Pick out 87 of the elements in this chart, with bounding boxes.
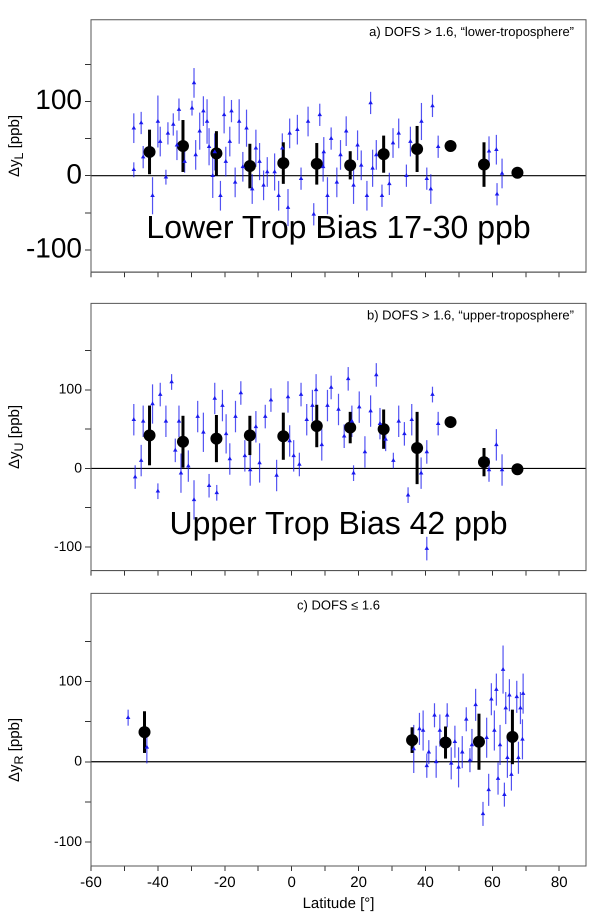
y-tick-label: -100 <box>26 232 82 264</box>
point <box>277 430 290 442</box>
point <box>406 734 418 746</box>
point <box>500 666 506 671</box>
point <box>478 456 490 468</box>
y-tick-label: 0 <box>66 158 82 190</box>
point <box>176 436 189 448</box>
point <box>489 696 494 701</box>
x-tick-label: -20 <box>214 874 236 892</box>
point <box>506 730 518 743</box>
y-tick-label: -100 <box>54 538 82 554</box>
point <box>520 736 525 741</box>
point <box>210 432 222 445</box>
point <box>438 728 442 732</box>
point <box>310 158 323 170</box>
point <box>509 772 514 776</box>
chart-title: c) DOFS ≤ 1.6 <box>297 597 380 612</box>
point <box>478 158 490 171</box>
chart-title: b) DOFS > 1.6, “upper-troposphere” <box>366 307 574 322</box>
point <box>496 776 500 780</box>
x-tick-label: -60 <box>80 874 102 892</box>
point <box>176 140 189 152</box>
point <box>520 691 526 695</box>
point <box>484 735 489 740</box>
y-tick-label: 100 <box>58 380 82 397</box>
point <box>126 715 130 719</box>
point <box>464 716 469 721</box>
point <box>138 726 151 738</box>
point <box>432 712 437 717</box>
y-tick-label: 100 <box>58 672 82 688</box>
x-axis-title: Latitude [°] <box>302 895 374 912</box>
point <box>411 442 424 454</box>
x-tick-label: -40 <box>147 874 169 892</box>
x-tick-label: 40 <box>417 874 434 892</box>
chart-title: a) DOFS > 1.6, “lower-troposphere” <box>369 24 574 39</box>
x-tick-label: 0 <box>288 874 296 892</box>
point <box>417 726 422 730</box>
point <box>144 146 156 158</box>
annotation: Lower Trop Bias 17-30 ppb <box>146 209 531 246</box>
y-tick-label: 0 <box>74 752 82 769</box>
point <box>411 142 424 155</box>
point <box>426 750 432 754</box>
point <box>444 712 450 717</box>
x-tick-label: 80 <box>550 874 568 892</box>
point <box>507 692 512 697</box>
point <box>310 420 323 432</box>
point <box>144 744 150 749</box>
point <box>344 422 356 434</box>
point <box>511 166 524 179</box>
point <box>434 759 438 764</box>
point <box>511 463 524 476</box>
point <box>473 702 478 706</box>
y-tick-label: 0 <box>74 459 82 476</box>
point <box>514 694 520 698</box>
x-tick-label: 20 <box>350 874 367 892</box>
point <box>472 736 485 748</box>
point <box>452 739 458 744</box>
point <box>144 429 156 442</box>
y-tick-label: -100 <box>54 832 82 849</box>
point <box>378 423 390 436</box>
point <box>480 811 486 816</box>
point <box>448 760 454 765</box>
point <box>516 755 521 760</box>
point <box>244 429 256 442</box>
annotation: Upper Trop Bias 42 ppb <box>170 505 508 542</box>
point <box>456 764 461 769</box>
point <box>492 728 497 732</box>
point <box>277 157 290 170</box>
point <box>444 140 457 152</box>
point <box>210 147 222 160</box>
point <box>444 416 457 428</box>
point <box>494 687 499 691</box>
point <box>502 792 507 796</box>
point <box>486 787 491 792</box>
point <box>424 763 430 768</box>
point <box>503 705 508 710</box>
x-tick-label: 60 <box>484 874 501 892</box>
point <box>505 755 510 760</box>
y-tick-label: 100 <box>35 84 82 116</box>
point <box>420 728 426 732</box>
point <box>378 148 390 160</box>
point <box>460 750 464 754</box>
point <box>518 705 523 710</box>
point <box>468 758 472 762</box>
point <box>344 159 356 172</box>
point <box>244 160 256 172</box>
point <box>440 736 452 749</box>
